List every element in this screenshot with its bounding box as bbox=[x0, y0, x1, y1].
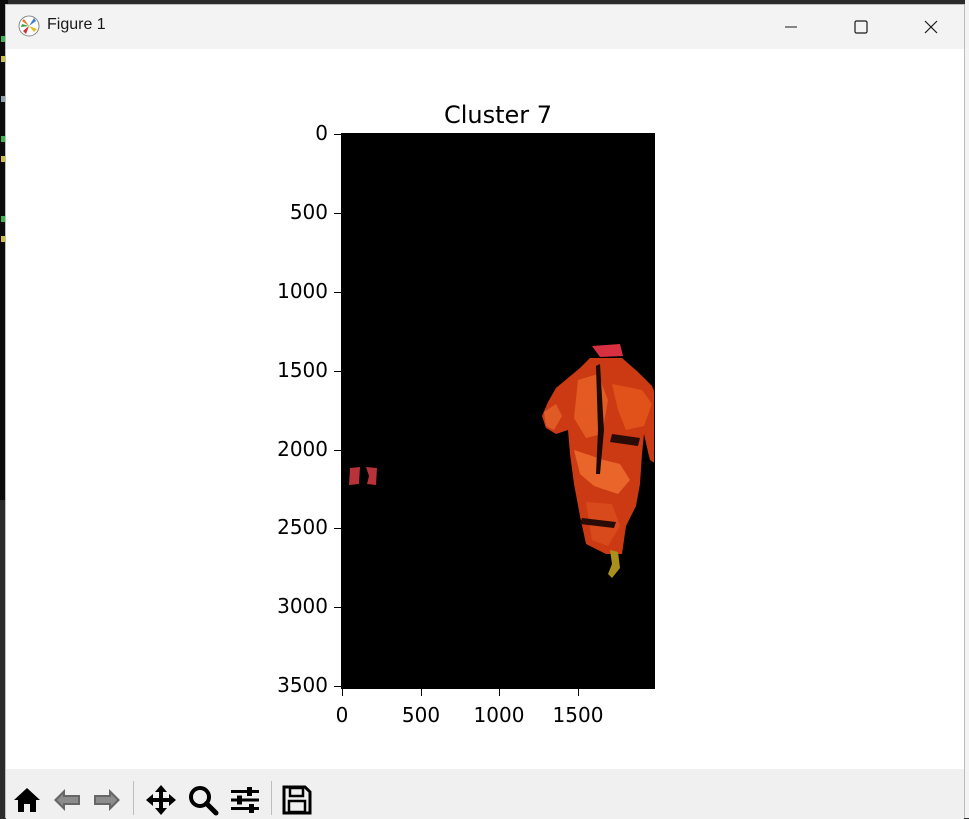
maximize-icon bbox=[854, 20, 868, 34]
x-tick-label: 1500 bbox=[552, 703, 604, 727]
title-bar[interactable]: Figure 1 bbox=[6, 5, 964, 49]
x-tick-label: 1000 bbox=[473, 703, 525, 727]
left-blob bbox=[349, 467, 360, 485]
zoom-icon bbox=[189, 786, 219, 816]
background-terminal bbox=[0, 0, 8, 500]
home-icon bbox=[14, 788, 40, 812]
pan-button[interactable] bbox=[144, 783, 178, 817]
y-tick-mark bbox=[334, 686, 341, 687]
configure-subplots-button[interactable] bbox=[228, 783, 262, 817]
y-tick-mark bbox=[334, 371, 341, 372]
save-button[interactable] bbox=[280, 783, 314, 817]
toolbar-separator bbox=[133, 781, 134, 815]
x-tick-mark bbox=[578, 689, 579, 696]
minimize-button[interactable] bbox=[756, 5, 826, 49]
cluster-image bbox=[349, 344, 654, 578]
zoom-button[interactable] bbox=[186, 783, 220, 817]
y-tick-mark bbox=[334, 292, 341, 293]
y-tick-label: 3500 bbox=[277, 673, 328, 697]
x-tick-label: 0 bbox=[335, 703, 349, 727]
y-tick-mark bbox=[334, 450, 341, 451]
x-tick-mark bbox=[499, 689, 500, 696]
y-tick-label: 1000 bbox=[277, 279, 328, 303]
x-tick-mark bbox=[342, 689, 343, 696]
y-tick-label: 2000 bbox=[277, 437, 328, 461]
x-tick-label: 500 bbox=[401, 703, 441, 727]
pan-icon bbox=[146, 785, 176, 815]
save-icon bbox=[282, 785, 312, 815]
image-axes[interactable] bbox=[341, 133, 655, 689]
maximize-button[interactable] bbox=[826, 5, 896, 49]
close-button[interactable] bbox=[896, 5, 966, 49]
y-tick-mark bbox=[334, 213, 341, 214]
background-window-edge bbox=[965, 0, 969, 818]
figure-window: Figure 1 Cluster 7 bbox=[5, 4, 965, 819]
subject-figure bbox=[542, 344, 654, 578]
y-tick-mark bbox=[334, 134, 341, 135]
configure-subplots-icon bbox=[231, 787, 259, 813]
navigation-toolbar bbox=[6, 769, 964, 819]
window-title: Figure 1 bbox=[47, 16, 106, 33]
y-tick-label: 1500 bbox=[277, 358, 328, 382]
forward-arrow-icon bbox=[94, 789, 120, 811]
x-tick-mark bbox=[421, 689, 422, 696]
plot-title: Cluster 7 bbox=[443, 101, 553, 129]
close-icon bbox=[924, 20, 938, 34]
home-button[interactable] bbox=[10, 783, 44, 817]
back-arrow-icon bbox=[54, 789, 80, 811]
y-tick-label: 2500 bbox=[277, 515, 328, 539]
y-tick-mark bbox=[334, 528, 341, 529]
toolbar-separator bbox=[271, 781, 272, 815]
minimize-icon bbox=[785, 26, 797, 28]
back-button[interactable] bbox=[50, 783, 84, 817]
forward-button[interactable] bbox=[90, 783, 124, 817]
matplotlib-logo-icon bbox=[18, 15, 40, 37]
left-blob bbox=[366, 467, 377, 485]
y-tick-label: 3000 bbox=[277, 594, 328, 618]
y-tick-label: 0 bbox=[315, 121, 328, 145]
figure-canvas[interactable]: Cluster 7 bbox=[6, 49, 964, 769]
y-tick-mark bbox=[334, 607, 341, 608]
y-tick-label: 500 bbox=[289, 200, 328, 224]
